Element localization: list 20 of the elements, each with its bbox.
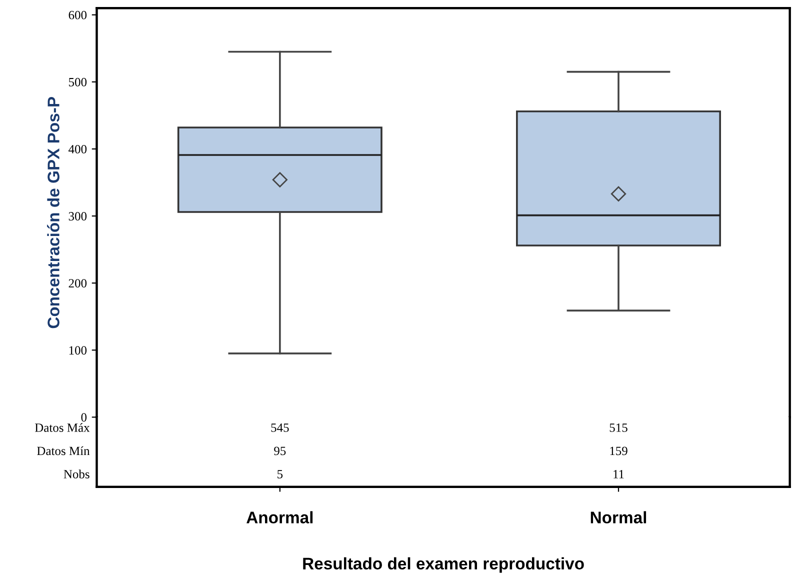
text: 545 [271, 424, 289, 432]
text: 515 [610, 424, 628, 432]
text: 5 [278, 470, 283, 478]
y-axis-title: Concentración de GPX Pos-P [47, 96, 60, 328]
y-tick-label: 100 [69, 346, 87, 355]
x-tick-label: Anormal [246, 511, 313, 524]
text: 95 [274, 446, 286, 456]
y-tick-label: 0 [81, 413, 87, 422]
text: Datos Mín [37, 446, 90, 456]
y-tick-label: 600 [68, 10, 87, 20]
x-axis-title: Resultado del examen reproductivo [303, 557, 584, 573]
text: Nobs [64, 470, 90, 478]
y-tick-label: 500 [69, 78, 87, 86]
y-tick-label: 200 [68, 279, 87, 288]
y-tick-label: 400 [68, 144, 87, 154]
text: 159 [610, 446, 628, 456]
x-tick-label: Normal [590, 511, 646, 524]
text: Datos Máx [34, 423, 90, 432]
text: 11 [614, 470, 624, 478]
y-tick-label: 300 [68, 212, 87, 220]
